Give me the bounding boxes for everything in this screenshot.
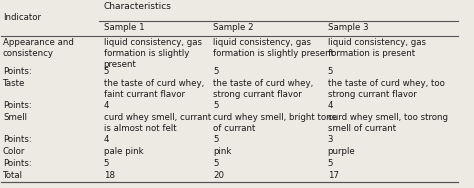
Text: Points:: Points:	[3, 101, 32, 110]
Text: Taste: Taste	[3, 79, 25, 88]
Text: Points:: Points:	[3, 159, 32, 168]
Text: 3: 3	[328, 135, 333, 144]
Text: curd whey smell, too strong
smell of currant: curd whey smell, too strong smell of cur…	[328, 113, 447, 133]
Text: Appearance and
consistency: Appearance and consistency	[3, 38, 74, 58]
Text: 5: 5	[104, 67, 109, 76]
Text: 4: 4	[104, 135, 109, 144]
Text: Sample 1: Sample 1	[104, 23, 144, 32]
Text: liquid consistency, gas
formation is present: liquid consistency, gas formation is pre…	[328, 38, 426, 58]
Text: the taste of curd whey, too
strong currant flavor: the taste of curd whey, too strong curra…	[328, 79, 445, 99]
Text: liquid consistency, gas
formation is slightly
present: liquid consistency, gas formation is sli…	[104, 38, 201, 69]
Text: purple: purple	[328, 147, 356, 156]
Text: 5: 5	[213, 101, 219, 110]
Text: the taste of curd whey,
strong currant flavor: the taste of curd whey, strong currant f…	[213, 79, 314, 99]
Text: 5: 5	[328, 67, 333, 76]
Text: 5: 5	[328, 159, 333, 168]
Text: Points:: Points:	[3, 135, 32, 144]
Text: Characteristics: Characteristics	[104, 2, 172, 11]
Text: pale pink: pale pink	[104, 147, 143, 156]
Text: 4: 4	[328, 101, 333, 110]
Text: Points:: Points:	[3, 67, 32, 76]
Text: Smell: Smell	[3, 113, 27, 122]
Text: liquid consistency, gas
formation is slightly present: liquid consistency, gas formation is sli…	[213, 38, 334, 58]
Text: curd whey smell, bright tone
of currant: curd whey smell, bright tone of currant	[213, 113, 337, 133]
Text: Sample 2: Sample 2	[213, 23, 254, 32]
Text: 18: 18	[104, 171, 115, 180]
Text: 5: 5	[213, 159, 219, 168]
Text: pink: pink	[213, 147, 232, 156]
Text: 5: 5	[213, 67, 219, 76]
Text: 5: 5	[104, 159, 109, 168]
Text: 20: 20	[213, 171, 224, 180]
Text: 17: 17	[328, 171, 338, 180]
Text: 5: 5	[213, 135, 219, 144]
Text: Color: Color	[3, 147, 25, 156]
Text: Total: Total	[3, 171, 23, 180]
Text: Indicator: Indicator	[3, 13, 41, 22]
Text: 4: 4	[104, 101, 109, 110]
Text: Sample 3: Sample 3	[328, 23, 368, 32]
Text: curd whey smell, currant
is almost not felt: curd whey smell, currant is almost not f…	[104, 113, 211, 133]
Text: the taste of curd whey,
faint currant flavor: the taste of curd whey, faint currant fl…	[104, 79, 204, 99]
